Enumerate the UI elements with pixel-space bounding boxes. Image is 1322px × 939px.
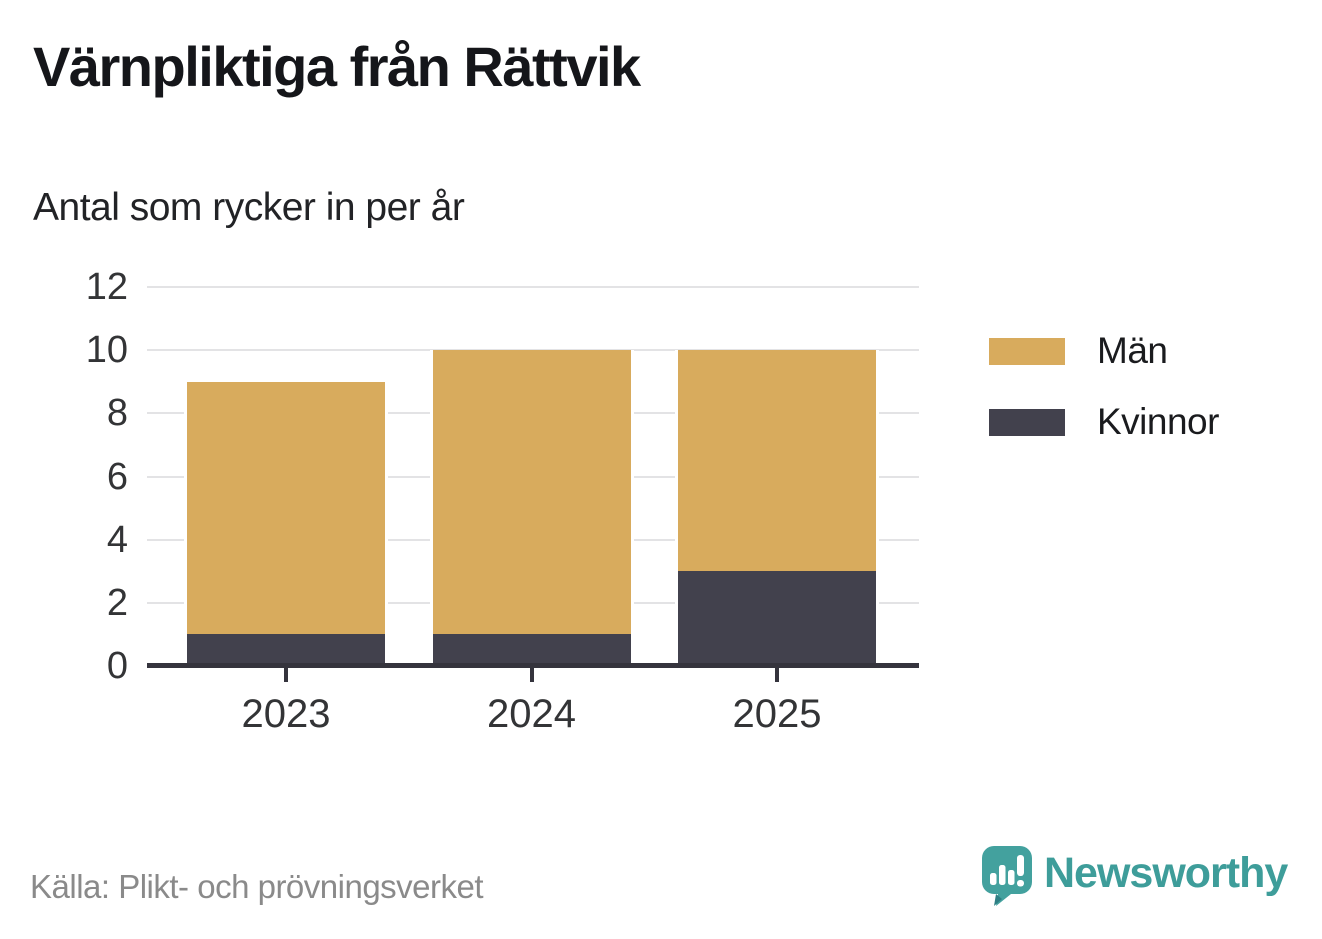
brand-logo: Newsworthy: [981, 845, 1288, 909]
legend-label-kvinnor: Kvinnor: [1097, 401, 1219, 442]
y-axis-label-8: 8: [106, 392, 128, 435]
bar-2024-män: [429, 350, 634, 635]
x-tick-2024: [529, 668, 534, 682]
bar-2025-kvinnor: [675, 571, 879, 666]
bar-2024-kvinnor: [429, 634, 634, 666]
y-axis-label-0: 0: [106, 645, 128, 687]
legend-item-man: Män: [989, 330, 1219, 372]
legend-label-man: Män: [1097, 330, 1168, 371]
x-axis-label-2023: 2023: [241, 692, 331, 736]
bar-2023-kvinnor: [184, 634, 388, 666]
x-axis-line: [147, 663, 919, 668]
gridline-y12: [147, 286, 919, 289]
bar-2023-män: [184, 381, 388, 635]
newsworthy-icon: [981, 845, 1033, 909]
legend-swatch-man: [989, 337, 1065, 365]
legend-swatch-kvinnor: [989, 408, 1065, 436]
x-tick-2025: [775, 668, 779, 682]
y-axis-label-6: 6: [106, 455, 128, 498]
legend-item-kvinnor: Kvinnor: [989, 401, 1219, 443]
bar-2025-män: [675, 350, 879, 572]
y-axis-label-2: 2: [106, 581, 128, 624]
brand-name: Newsworthy: [1044, 849, 1288, 897]
y-axis-label-10: 10: [85, 329, 128, 372]
y-axis-label-4: 4: [106, 518, 128, 561]
chart-title: Värnpliktiga från Rättvik: [33, 35, 641, 98]
x-tick-2023: [284, 668, 288, 682]
chart-subtitle: Antal som rycker in per år: [33, 186, 465, 229]
x-axis-label-2025: 2025: [732, 692, 822, 736]
source-attribution: Källa: Plikt- och prövningsverket: [30, 868, 484, 905]
x-axis-label-2024: 2024: [487, 692, 576, 736]
y-axis-label-12: 12: [85, 266, 128, 309]
legend: Män Kvinnor: [989, 330, 1219, 472]
